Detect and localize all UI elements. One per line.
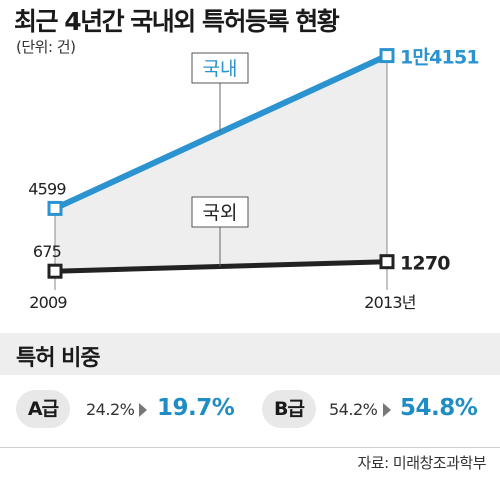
series-label-domestic: 국내 bbox=[203, 58, 238, 80]
data-point-domestic-0 bbox=[47, 200, 63, 216]
data-point-foreign-0 bbox=[47, 263, 63, 279]
series-line-domestic bbox=[53, 52, 389, 212]
data-point-foreign-1 bbox=[379, 254, 395, 270]
series-label-box-domestic bbox=[191, 52, 249, 84]
x-tick-label-1: 2013년 bbox=[364, 293, 416, 312]
data-label-domestic-1: 1만4151 bbox=[400, 47, 479, 69]
data-label-foreign-1: 1270 bbox=[400, 253, 450, 275]
grade-b-arrow-icon bbox=[383, 403, 391, 417]
area-fill-between-series bbox=[55, 55, 387, 272]
x-tick-label-0: 2009 bbox=[29, 293, 67, 312]
footer-divider bbox=[0, 447, 500, 448]
data-label-domestic-0: 4599 bbox=[28, 179, 66, 198]
grade-a-new-value: 19.7% bbox=[157, 395, 235, 421]
source-note: 자료: 미래창조과학부 bbox=[357, 454, 486, 472]
series-label-foreign: 국외 bbox=[203, 202, 238, 224]
grade-b-badge: B급 bbox=[262, 390, 316, 428]
share-section-header: 특허 비중 bbox=[0, 333, 500, 375]
grade-a-old-value: 24.2% bbox=[86, 400, 135, 419]
grade-a-arrow-icon bbox=[139, 403, 147, 417]
grade-a-badge: A급 bbox=[16, 390, 70, 428]
grade-b-new-value: 54.8% bbox=[400, 395, 478, 421]
series-label-box-foreign bbox=[191, 196, 249, 228]
grade-b-old-value: 54.2% bbox=[329, 400, 378, 419]
chart-title: 최근 4년간 국내외 특허등록 현황 bbox=[14, 7, 340, 36]
series-line-foreign bbox=[54, 259, 388, 274]
share-section-title: 특허 비중 bbox=[16, 346, 101, 371]
data-label-foreign-0: 675 bbox=[33, 242, 61, 261]
data-point-domestic-1 bbox=[379, 48, 395, 64]
unit-label: (단위: 건) bbox=[16, 38, 76, 56]
